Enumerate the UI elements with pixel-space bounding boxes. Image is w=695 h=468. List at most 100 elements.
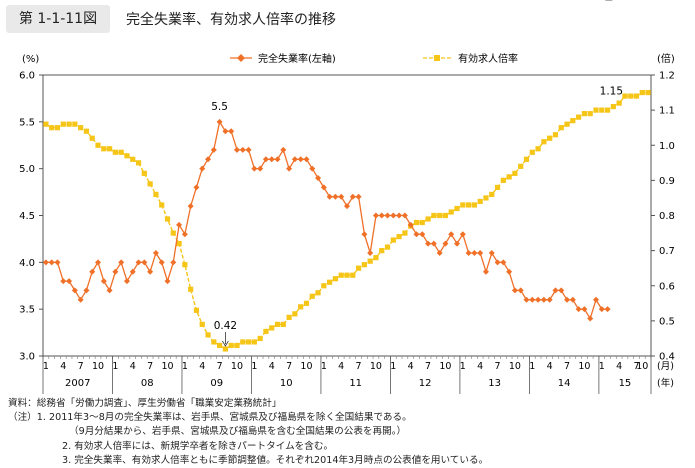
jobs-ratio-point [101,146,107,152]
annotation-label: 5.5 [211,101,228,113]
unemployment-point [564,296,571,303]
jobs-ratio-point [616,100,622,106]
jobs-ratio-point [188,286,194,292]
jobs-ratio-point [529,149,535,155]
jobs-ratio-point [303,300,310,306]
unemployment-point [448,231,455,238]
right-axis-tick-label: 1.0 [659,141,675,152]
right-axis-tick-label: 1.2 [659,71,675,82]
month-tick-label: 4 [547,361,553,372]
plot-frame [42,74,652,357]
figure-number: 第 1-1-11図 [6,5,110,33]
jobs-ratio-point [211,339,217,345]
unemployment-point [187,203,194,210]
unemployment-point [152,249,159,256]
legend-label-jobs-ratio: 有効求人倍率 [458,52,518,65]
month-tick-label: 7 [634,361,640,372]
jobs-ratio-point [523,156,530,162]
jobs-ratio-point [95,142,101,148]
jobs-ratio-point [124,153,130,159]
jobs-ratio-point [350,272,356,278]
unemployment-point [141,259,148,266]
unemployment-point [430,240,437,247]
unemployment-point [112,268,119,275]
jobs-ratio-point [60,121,66,127]
jobs-ratio-point [118,149,124,155]
jobs-ratio-point [419,219,425,226]
note-2: 2. 有効求人倍率には、新規学卒者を除きパートタイムを含む。 [62,440,334,452]
unemployment-point [425,240,432,247]
unemployment-point [158,259,165,266]
jobs-ratio-point [170,230,176,236]
jobs-ratio-point [298,304,304,310]
unemployment-point [344,203,350,210]
unemployment-point [129,268,136,275]
jobs-ratio-point [628,93,634,99]
jobs-ratio-point [355,265,362,271]
jobs-ratio-point [147,181,153,187]
jobs-ratio-point [309,293,315,299]
jobs-ratio-point [552,132,559,138]
month-tick-label: 10 [300,361,312,372]
unemployment-point [575,306,582,313]
year-label: 12 [419,378,432,389]
jobs-ratio-point [599,107,605,113]
unemployment-point [303,156,310,163]
jobs-ratio-point [367,258,373,264]
unemployment-point [268,156,275,163]
jobs-ratio-point [500,177,506,183]
unemployment-point [471,249,478,256]
left-axis-tick-label: 6.0 [19,71,35,82]
unemployment-point [355,193,362,200]
unemployment-point [210,146,217,153]
unemployment-point [419,231,426,238]
month-tick-label: 4 [616,361,622,372]
month-axis-unit: (月) [657,361,674,372]
month-tick-label: 4 [408,361,414,372]
unemployment-point [523,296,530,303]
right-axis-tick-label: 0.9 [659,176,675,187]
unemployment-point [338,193,345,200]
unemployment-point [500,259,507,266]
jobs-ratio-point [89,135,95,141]
left-axis-unit: (%) [22,54,39,65]
month-tick-label: 10 [439,361,451,372]
line-chart: 6.0 5.5 5.0 4.5 4.0 3.5 3.0 1.2 1.1 1.0 0.9 0.8 0.7 0… [0,0,675,394]
unemployment-point [257,165,264,172]
left-axis-tick-label: 4.5 [19,211,35,222]
unemployment-point [552,287,559,294]
jobs-ratio-point [135,160,142,166]
right-axis-tick-label: 0.5 [659,316,675,327]
jobs-ratio-point [199,321,205,327]
jobs-ratio-point [263,328,269,335]
chart-axes: 6.0 5.5 5.0 4.5 4.0 3.5 3.0 1.2 1.1 1.0 0.9 0.8 0.7 0… [19,52,675,394]
month-tick-label: 4 [130,361,136,372]
year-label: 13 [488,378,501,389]
unemployment-point [401,212,408,219]
month-tick-label: 1 [43,361,49,372]
jobs-ratio-point [338,272,344,278]
jobs-ratio-point [83,128,90,134]
jobs-ratio-point [54,125,61,131]
year-label: 09 [210,378,223,389]
year-label: 15 [619,378,632,389]
jobs-ratio-point [217,342,223,349]
jobs-ratio-point [413,219,420,226]
jobs-ratio-point [425,216,431,222]
unemployment-point [233,146,240,153]
month-tick-label: 10 [370,361,382,372]
unemployment-point [598,306,605,313]
series-line-jobs-ratio [45,91,649,350]
note-1-row: （注）1. 2011年3～8月の完全失業率は、岩手県、宮城県及び福島県を除く全国… [8,411,488,425]
note-label: （注） [8,412,37,424]
jobs-ratio-point [280,321,286,327]
unemployment-point [286,165,293,172]
jobs-ratio-point [489,191,495,198]
month-tick-label: 7 [425,361,431,372]
month-tick-label: 7 [78,361,84,372]
unemployment-point [482,268,489,275]
jobs-ratio-point [494,184,501,190]
legend-label-unemployment: 完全失業率(左軸) [258,52,336,65]
jobs-ratio-point [604,107,611,113]
unemployment-point [436,249,443,256]
